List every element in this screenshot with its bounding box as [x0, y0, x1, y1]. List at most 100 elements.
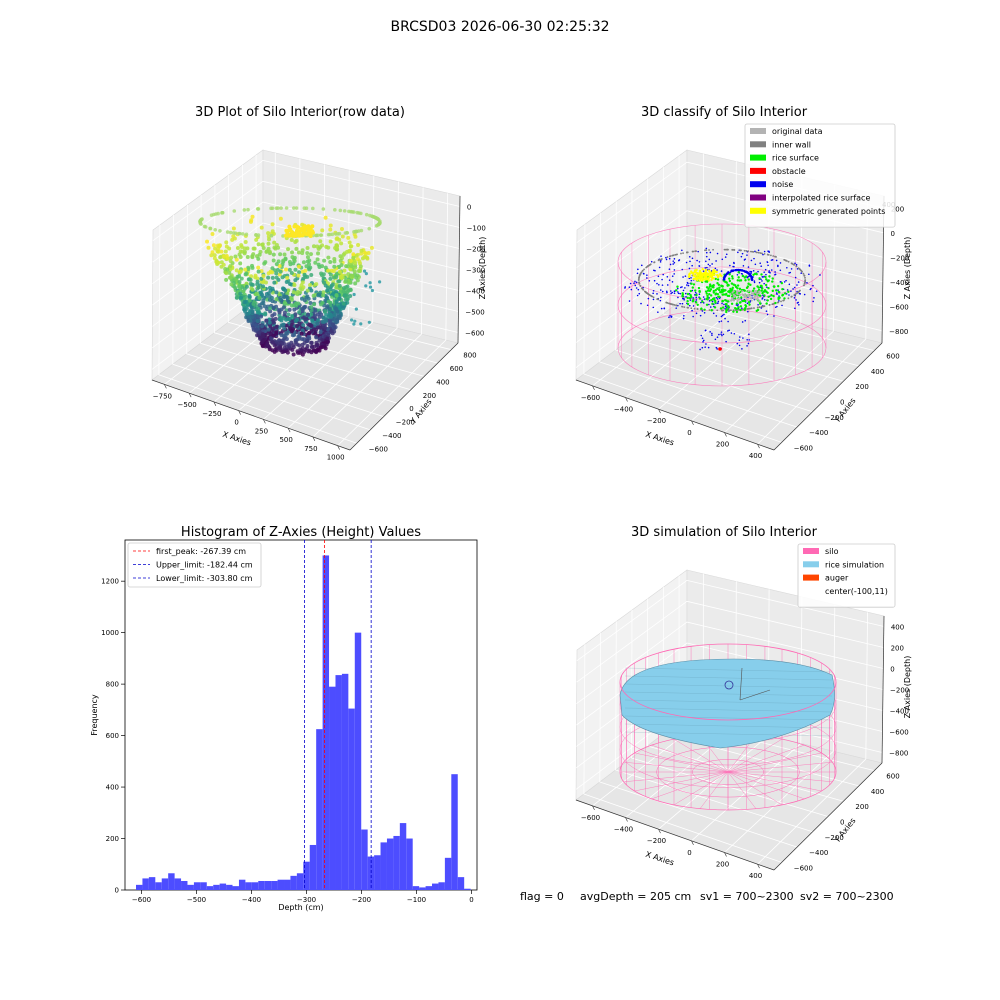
panel2-legend-label: obstacle — [772, 167, 806, 176]
panel1-point — [308, 301, 313, 306]
panel-raw-data-3d[interactable]: 3D Plot of Silo Interior(row data) −750−… — [151, 105, 487, 462]
panel1-rim-point — [202, 224, 207, 229]
panel2-noise-point — [659, 299, 662, 302]
panel2-rice-point — [758, 294, 762, 297]
panel2-wall-point — [783, 258, 786, 261]
panel2-noise-point — [724, 317, 726, 320]
panel1-point — [328, 272, 333, 277]
panel2-rice-point — [743, 308, 747, 312]
panel1-grid-y — [186, 204, 384, 417]
panel2-original-point — [754, 298, 758, 301]
panel2-noise-tail-point — [733, 332, 736, 335]
panel1-point — [303, 317, 308, 322]
panel1-point — [273, 347, 278, 352]
panel2-symmetric-point — [715, 270, 718, 274]
panel2-noise-point — [628, 300, 631, 302]
panel2-noise-point — [677, 291, 679, 293]
panel2-rice-point — [736, 287, 739, 290]
panel2-rice-point — [724, 303, 728, 306]
panel2-rice-point — [695, 294, 698, 297]
panel2-rice-point — [752, 273, 755, 277]
panel2-noise-point — [716, 298, 719, 300]
panel2-wall-point — [638, 281, 641, 284]
panel1-point — [331, 269, 336, 274]
panel2-rice-point — [686, 296, 689, 300]
panel1-point — [323, 309, 328, 314]
panel2-noise-point — [636, 272, 639, 275]
panel2-legend-label: interpolated rice surface — [772, 194, 870, 203]
panel1-point — [325, 296, 330, 301]
panel1-point — [315, 343, 320, 348]
panel2-wall-point — [772, 303, 774, 305]
histogram-bar — [258, 880, 265, 890]
panel2-wall-point — [747, 250, 750, 253]
panel4-silo-floor-spoke — [634, 771, 729, 792]
panel2-wall-point — [752, 250, 755, 253]
panel1-tick-y: −200 — [396, 419, 415, 427]
panel1-tickmark-x — [213, 401, 217, 407]
panel2-tickmark-x — [724, 432, 727, 437]
panel1-outlier-point — [378, 280, 382, 284]
panel2-noise-point — [702, 296, 705, 298]
panel2-noise-point — [663, 307, 666, 310]
panel2-noise-point — [670, 292, 672, 295]
panel2-wall-point — [733, 249, 735, 251]
panel1-rim-point — [374, 224, 379, 228]
panel2-noise-point — [684, 275, 687, 277]
panel1-point — [256, 269, 261, 274]
panel4-rice-mesh — [624, 667, 833, 673]
panel4-zlabel: Z Axies (Depth) — [903, 656, 912, 719]
panel-simulation-3d[interactable]: 3D simulation of Silo Interior −600 −400 −… — [575, 525, 912, 880]
panel2-ylabel: Y Axies — [832, 396, 858, 425]
panel2-noise-point — [793, 286, 796, 289]
panel2-noise-point — [673, 290, 676, 292]
panel2-noise-point — [763, 299, 766, 301]
panel2-wall-point — [683, 306, 686, 308]
panel2-wall-point — [804, 276, 806, 279]
panel2-title: 3D classify of Silo Interior — [641, 105, 808, 120]
panel2-rice-point — [780, 281, 784, 285]
histogram-ytick-label: 0 — [115, 887, 119, 895]
panel2-noise-point — [672, 260, 675, 262]
histogram-bar — [348, 708, 355, 890]
panel2-silo-ring — [617, 266, 827, 344]
panel2-symmetric-point — [688, 272, 691, 275]
panel1-point — [238, 291, 243, 296]
panel1-rim-point — [353, 229, 358, 234]
panel1-center-point — [297, 233, 302, 238]
panel2-tick-y: −600 — [794, 444, 813, 452]
panel4-legend-swatch — [803, 561, 819, 568]
panel2-noise-point — [662, 273, 665, 276]
panel2-noise-point — [661, 290, 664, 293]
histogram-bar — [277, 879, 285, 890]
panel-classify-3d[interactable]: 3D classify of Silo Interior −600 −400 −20… — [575, 105, 912, 460]
panel2-symmetric-point — [699, 275, 702, 278]
panel1-outlier-point — [367, 320, 371, 324]
panel-histogram[interactable]: Histogram of Z-Axies (Height) Values −60… — [90, 525, 478, 912]
panel2-noise-point — [679, 292, 682, 295]
panel1-point — [260, 324, 265, 329]
panel2-noise-point — [660, 296, 662, 299]
histogram-ticks: −600 −500 −400 −300 −200 −100 0 0 200 400 600 800 10… — [101, 578, 474, 904]
panel2-noise-arc-point — [750, 276, 753, 280]
panel2-noise-point — [770, 269, 773, 271]
panel1-point — [248, 318, 253, 323]
histogram-bar — [329, 686, 336, 890]
histogram-ytick-label: 1000 — [101, 629, 119, 637]
histogram-bar — [432, 883, 439, 890]
panel4-tick-y: 200 — [855, 803, 868, 811]
panel2-noise-point — [790, 290, 792, 292]
panel1-point — [260, 334, 265, 339]
panel1-point — [249, 218, 254, 223]
panel2-noise-tail-point — [702, 339, 705, 342]
panel2-symmetric-point — [700, 272, 703, 275]
panel2-noise-point — [773, 315, 775, 317]
panel2-wall-point — [761, 305, 763, 308]
panel2-noise-point — [760, 265, 763, 267]
panel2-tick-z: 0 — [891, 230, 895, 238]
panel2-symmetric-point — [696, 272, 699, 275]
panel1-point — [314, 350, 319, 355]
panel2-rice-point — [708, 292, 711, 296]
panel2-rice-point — [709, 288, 713, 291]
panel2-rice-point — [689, 289, 692, 293]
